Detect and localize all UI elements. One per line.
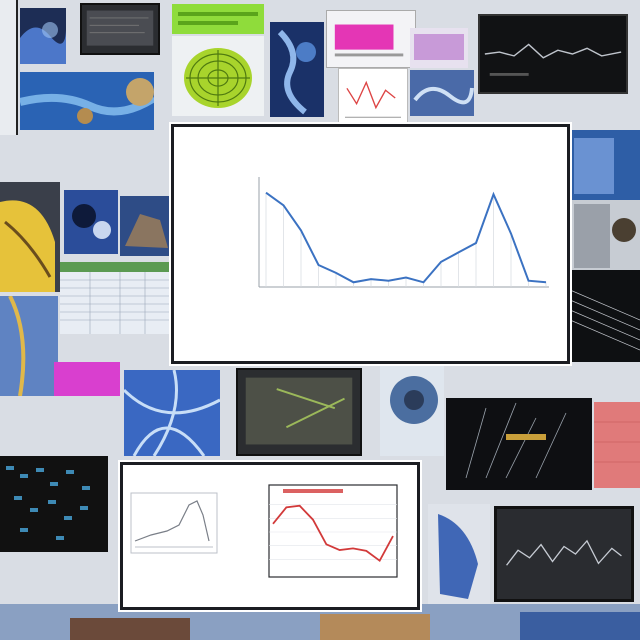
secondary-line-chart bbox=[268, 484, 398, 578]
collage-tile-dark-waveform bbox=[478, 14, 628, 94]
collage-tile-red-panel bbox=[594, 402, 640, 488]
collage-tile-dark-cells-left bbox=[0, 456, 108, 552]
collage-tile-rock bbox=[120, 196, 170, 256]
main-series-line bbox=[265, 191, 547, 284]
collage-tile-dark-waveform-br bbox=[494, 506, 634, 602]
collage-tile-green-monitor bbox=[236, 368, 362, 456]
secondary-chart-panel bbox=[120, 462, 420, 610]
collage-tile-bottom-strip bbox=[0, 604, 640, 640]
inset-mini-line bbox=[134, 500, 210, 542]
collage-tile-blue-fibers bbox=[124, 370, 220, 456]
collage-tile-blue-organism bbox=[270, 22, 324, 117]
collage-tile-small-line-chart bbox=[338, 68, 408, 126]
collage-tile-magenta-panel bbox=[326, 10, 416, 68]
collage-tile-green-label bbox=[172, 4, 264, 34]
collage-tile-right-edge-grey bbox=[570, 200, 640, 272]
collage-tile-yellow-organism bbox=[0, 182, 60, 292]
collage-tile-blue-microscope bbox=[20, 8, 66, 64]
collage-tile-monitor-dark bbox=[80, 3, 160, 55]
collage-tile-spreadsheet bbox=[60, 262, 170, 334]
collage-tile-magenta-block bbox=[54, 362, 120, 396]
collage-tile-blue-fabric bbox=[428, 504, 490, 604]
collage-tile-blue-cell-round bbox=[380, 364, 444, 456]
collage-tile-blue-map bbox=[410, 70, 474, 116]
collage-tile-right-edge-dark bbox=[570, 270, 640, 362]
main-chart-panel bbox=[171, 124, 570, 364]
collage-tile-blue-stream bbox=[20, 72, 154, 130]
collage-tile-dark-plants bbox=[446, 398, 592, 490]
collage-tile-right-edge-blue bbox=[570, 130, 640, 210]
collage-tile-blue-doc-left bbox=[0, 296, 58, 396]
main-line-chart bbox=[258, 177, 549, 288]
inset-mini-chart bbox=[130, 492, 218, 554]
collage-tile-green-sphere bbox=[172, 36, 264, 116]
secondary-series-line bbox=[272, 504, 394, 563]
collage-tile-blue-cells bbox=[64, 190, 118, 254]
collage-tile-lilac-panel bbox=[410, 28, 468, 68]
collage-tile-edge-left bbox=[0, 0, 18, 135]
